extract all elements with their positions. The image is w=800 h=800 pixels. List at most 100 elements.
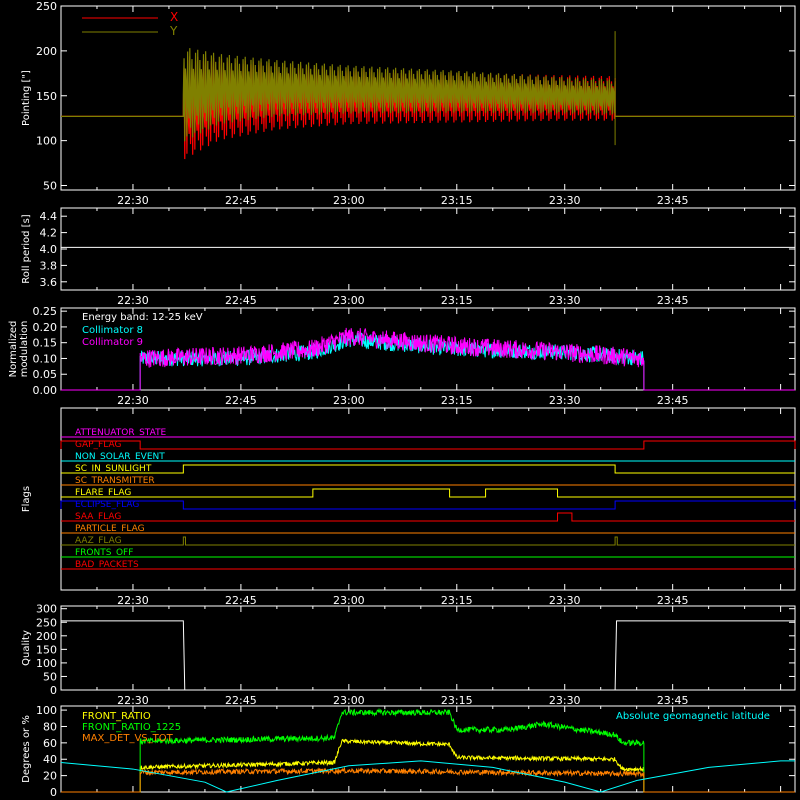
panel-4-x-tick-label: 22:30 [117, 694, 149, 707]
flag-aaz-flag-line [61, 536, 795, 546]
panel-4-y-tick-label: 300 [36, 603, 57, 616]
quality-line [61, 620, 795, 691]
panel-5-y-tick-label: 0 [50, 786, 57, 799]
flag-sc-transmitter-label: SC_TRANSMITTER [75, 476, 155, 486]
series-collimator-9-line [61, 327, 795, 391]
flag-particle-flag-label: PARTICLE_FLAG [75, 524, 145, 534]
panel-1-x-tick-label: 23:45 [657, 294, 689, 307]
panel-2-y-tick-label: 0.15 [33, 337, 58, 350]
panel-0-x-tick-label: 22:30 [117, 194, 149, 207]
panel-3-y-label: Flags [21, 486, 32, 512]
panel-0-x-tick-label: 23:00 [333, 194, 365, 207]
series-absolute-geomagnetic-latitude-line [60, 760, 795, 793]
panel-1-y-tick-label: 3.8 [40, 259, 58, 272]
panel-4-x-tick-label: 22:45 [225, 694, 257, 707]
panel-2-y-label: Normalized [8, 321, 19, 378]
panel-5-y-tick-label: 60 [43, 737, 57, 750]
panel-1-x-tick-label: 22:45 [225, 294, 257, 307]
flag-fronts-off-label: FRONTS_OFF [75, 548, 133, 558]
panel-4-y-label: Quality [21, 630, 32, 666]
panel-4-x-tick-label: 23:15 [441, 694, 473, 707]
panel-1-y-tick-label: 4.4 [40, 210, 58, 223]
series-y-line [61, 48, 795, 142]
panel-5-y-tick-label: 80 [43, 720, 57, 733]
panel-3-x-tick-label: 22:45 [225, 594, 257, 607]
panel-1-x-tick-label: 23:30 [549, 294, 581, 307]
panel-3-frame [60, 407, 796, 591]
panel-3-x-tick-label: 23:30 [549, 594, 581, 607]
panel-4-y-tick-label: 50 [43, 670, 57, 683]
flag-aaz-flag-label: AAZ_FLAG [75, 536, 122, 546]
panel-5-y-tick-label: 40 [43, 753, 57, 766]
panel-4-x-tick-label: 23:30 [549, 694, 581, 707]
flag-eclipse-flag-line [60, 500, 796, 510]
panel-0-y-tick-label: 100 [36, 135, 57, 148]
panel-0-x-tick-label: 23:15 [441, 194, 473, 207]
panel-2-y-tick-label: 0.20 [33, 321, 58, 334]
panel-4-y-tick-label: 0 [50, 684, 57, 697]
energy-band-label: Energy band: 12-25 keV [82, 312, 203, 323]
panel-0-x-tick-label: 22:45 [225, 194, 257, 207]
series-max-det-vs-tot-line [61, 766, 795, 793]
panel-4-y-tick-label: 100 [36, 657, 57, 670]
panel-0-y-tick-label: 150 [36, 90, 57, 103]
panel-0-x-tick-label: 23:45 [657, 194, 689, 207]
panel-2-y-tick-label: 0.10 [33, 352, 58, 365]
panel-2-x-tick-label: 23:15 [441, 394, 473, 407]
panel-0-y-tick-label: 250 [36, 0, 57, 13]
panel-2-x-tick-label: 22:30 [117, 394, 149, 407]
series-front-ratio-1225-line [61, 707, 795, 793]
flag-gap-flag-label: GAP_FLAG [75, 440, 121, 450]
panel-2-frame [60, 307, 796, 391]
panel-4-y-tick-label: 200 [36, 630, 57, 643]
pointing-plot [61, 31, 795, 160]
series-front-ratio-line [61, 738, 795, 793]
panel-0-x-tick-label: 23:30 [549, 194, 581, 207]
panel-5-frame [60, 705, 796, 793]
panel-1-y-tick-label: 4.0 [40, 243, 58, 256]
legend-label-front-ratio-1225: FRONT_RATIO_1225 [82, 722, 181, 733]
panel-0-y-label: Pointing ["] [21, 70, 32, 126]
panel-1-y-tick-label: 3.6 [40, 276, 58, 289]
flag-sc-in-sunlight-line [61, 464, 795, 474]
panel-4-y-tick-label: 250 [36, 616, 57, 629]
panel-2-y-tick-label: 0.05 [33, 368, 58, 381]
panel-3-x-tick-label: 22:30 [117, 594, 149, 607]
flag-bad-packets-label: BAD_PACKETS [75, 560, 139, 570]
flag-non-solar-event-label: NON_SOLAR_EVENT [75, 452, 165, 462]
panel-1-x-tick-label: 23:15 [441, 294, 473, 307]
panel-5-y-label: Degrees or % [21, 715, 32, 783]
panel-2-x-tick-label: 23:00 [333, 394, 365, 407]
panel-3-x-tick-label: 23:00 [333, 594, 365, 607]
flag-sc-in-sunlight-label: SC_IN_SUNLIGHT [75, 464, 152, 474]
panel-2-x-tick-label: 23:45 [657, 394, 689, 407]
panel-1-y-tick-label: 4.2 [40, 227, 58, 240]
panel-2-y-label: modulation [19, 321, 30, 378]
flag-saa-flag-label: SAA_FLAG [75, 512, 121, 522]
legend-label-collimator-8: Collimator 8 [82, 325, 143, 336]
panel-4-x-tick-label: 23:00 [333, 694, 365, 707]
panel-0-frame [60, 5, 796, 191]
panel-2-y-tick-label: 0.00 [33, 384, 58, 397]
panel-4-x-tick-label: 23:45 [657, 694, 689, 707]
panel-3-x-tick-label: 23:45 [657, 594, 689, 607]
flag-flare-flag-line [61, 488, 795, 498]
legend-label-y: Y [169, 24, 178, 38]
legend-label-front-ratio: FRONT_RATIO [82, 711, 151, 722]
panel-0-y-tick-label: 200 [36, 45, 57, 58]
legend-label-x: X [170, 10, 178, 24]
panel-1-x-tick-label: 23:00 [333, 294, 365, 307]
panel-5-y-tick-label: 100 [36, 704, 57, 717]
panel-1-x-tick-label: 22:30 [117, 294, 149, 307]
flag-attenuator-state-label: ATTENUATOR_STATE [75, 428, 167, 438]
panel-1-y-label: Roll period [s] [21, 214, 32, 283]
panel-2-x-tick-label: 23:30 [549, 394, 581, 407]
panel-0-y-tick-label: 50 [43, 180, 57, 193]
flag-eclipse-flag-label: ECLIPSE_FLAG [75, 500, 139, 510]
panel-2-x-tick-label: 22:45 [225, 394, 257, 407]
panel-3-x-tick-label: 23:15 [441, 594, 473, 607]
panel-4-y-tick-label: 150 [36, 643, 57, 656]
legend-label-max-det-vs-tot: MAX_DET_VS_TOT [82, 733, 174, 744]
legend-label-collimator-9: Collimator 9 [82, 337, 143, 348]
